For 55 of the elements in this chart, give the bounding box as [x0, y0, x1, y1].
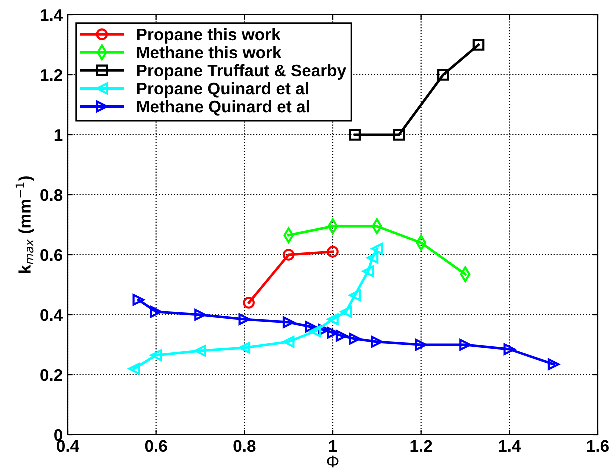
x-tick-label: 1: [329, 440, 338, 452]
point: [371, 243, 384, 255]
point: [305, 321, 317, 333]
legend-label: Methane this work: [137, 46, 282, 59]
point: [472, 39, 485, 51]
point: [336, 330, 348, 342]
point: [504, 344, 516, 356]
point: [327, 327, 339, 339]
x-tick-label: 1.6: [587, 440, 609, 452]
y-tick-label: 0: [54, 429, 62, 442]
point: [150, 306, 162, 318]
point: [132, 294, 145, 306]
point: [349, 333, 361, 345]
legend-label: Propane this work: [137, 28, 281, 44]
y-tick-label: 1.4: [41, 10, 64, 22]
x-tick-label: 0.6: [145, 440, 168, 452]
point: [282, 316, 295, 328]
x-tick-label: 1.4: [499, 440, 522, 452]
x-axis-title: Φ: [327, 456, 339, 468]
point: [194, 309, 206, 321]
point: [460, 339, 472, 351]
y-axis-title: k$_{max}$ (mm$^{−1}$): [16, 176, 34, 274]
point: [362, 266, 374, 278]
point: [238, 342, 251, 354]
x-tick-label: 0.8: [234, 440, 256, 452]
point: [309, 326, 322, 338]
point: [128, 363, 140, 375]
y-tick-label: 1.2: [41, 69, 62, 82]
point: [366, 252, 379, 264]
y-tick-label: 1: [54, 130, 63, 142]
point: [415, 339, 428, 351]
point: [349, 290, 361, 302]
point: [393, 129, 406, 141]
point: [318, 324, 330, 336]
point: [327, 314, 339, 326]
y-tick-label: 0.4: [40, 309, 64, 322]
point: [340, 306, 352, 318]
legend-label: Propane Quinard et al: [137, 82, 308, 98]
point: [243, 297, 255, 309]
point: [194, 345, 206, 357]
y-tick-label: 0.6: [40, 249, 63, 262]
point: [349, 129, 361, 141]
point: [327, 246, 339, 258]
point: [371, 336, 384, 348]
legend-label: Methane Quinard et al: [137, 100, 310, 116]
x-tick-label: 1.2: [410, 440, 432, 452]
point: [282, 249, 295, 261]
legend-label: Propane Truffaut & Searby: [137, 64, 346, 80]
point: [150, 350, 162, 362]
point: [282, 336, 295, 348]
point: [548, 358, 560, 370]
y-tick-label: 0.8: [40, 189, 63, 202]
point: [438, 69, 450, 81]
point: [238, 314, 251, 326]
y-tick-label: 0.2: [40, 369, 62, 382]
